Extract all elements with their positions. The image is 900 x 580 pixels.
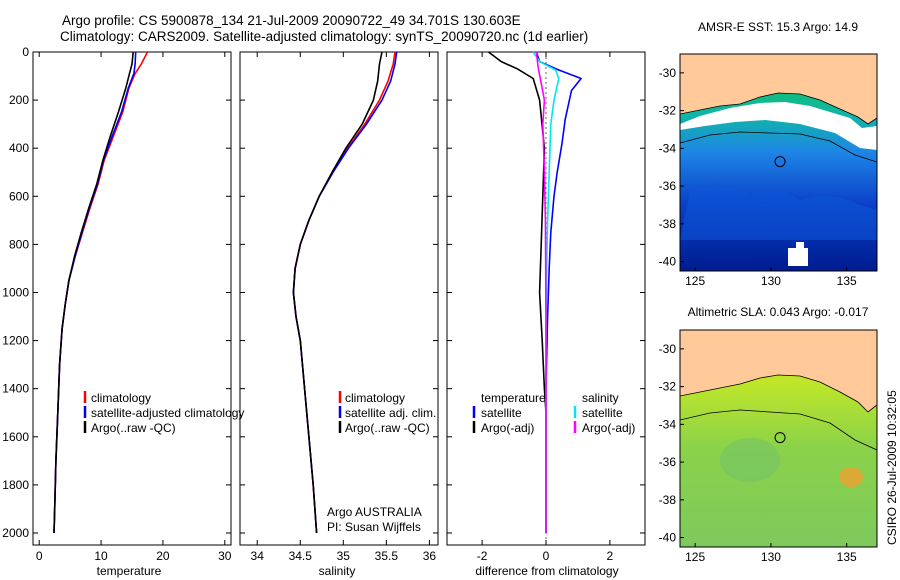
argo-program-label: Argo AUSTRALIA (327, 505, 422, 519)
sst-land (680, 54, 877, 124)
argo-pi-label: PI: Susan Wijffels (327, 520, 421, 534)
map-y-tick-label: -32 (659, 104, 677, 118)
series-line-1 (535, 51, 582, 533)
x-tick-label: 30 (218, 549, 232, 563)
sla-land (680, 330, 877, 412)
salinity-plot: 34 34.5 35 35.5 36 (240, 51, 438, 563)
legend-label: satellite (582, 406, 623, 420)
map-x-tick-label: 125 (685, 274, 705, 288)
x-tick-label: 10 (94, 549, 108, 563)
sst-map-frame (679, 53, 878, 272)
y-tick-label: 1800 (2, 478, 29, 492)
legend-label: satellite-adjusted climatology (91, 406, 244, 420)
x-tick-label: 0 (36, 549, 43, 563)
map-y-tick-label: -38 (659, 493, 677, 507)
difference-plot: -2 0 2 (447, 51, 645, 563)
legend-label: satellite (481, 406, 522, 420)
salinity-xlabel: salinity (319, 564, 356, 578)
legend-title-temperature: temperature (481, 391, 546, 405)
legend-label: climatology (91, 391, 151, 405)
y-tick-label: 2000 (2, 526, 29, 540)
map-y-tick-label: -36 (659, 455, 677, 469)
map-y-tick-label: -34 (659, 141, 677, 155)
sla-map (680, 330, 877, 547)
temperature-xlabel: temperature (97, 564, 162, 578)
map-y-tick-label: -36 (659, 179, 677, 193)
sla-map-axes: 125 130 135 -30 -32 -34 -36 -38 -40 (659, 342, 857, 564)
sst-cold-pocket (788, 242, 808, 266)
map-x-tick-label: 125 (685, 550, 705, 564)
sla-coastline (680, 374, 877, 413)
y-tick-label: 1600 (2, 430, 29, 444)
map-y-tick-label: -40 (659, 531, 677, 545)
legend-title-salinity: salinity (582, 391, 619, 405)
csiro-timestamp: CSIRO 26-Jul-2009 10:32:05 (885, 390, 899, 545)
x-tick-label: 36 (423, 549, 437, 563)
difference-legend: temperature satellite Argo(-adj) salinit… (472, 391, 635, 435)
figure-title-line1: Argo profile: CS 5900878_134 21-Jul-2009… (62, 13, 521, 28)
x-tick-label: 35 (337, 549, 351, 563)
legend-label: Argo(..raw -QC) (91, 421, 176, 435)
y-tick-label: 1000 (2, 285, 29, 299)
sst-coastline (680, 92, 877, 125)
map-y-tick-label: -38 (659, 217, 677, 231)
series-line-3 (53, 51, 134, 534)
temperature-legend: climatology satellite-adjusted climatolo… (83, 391, 244, 435)
series-line-3 (292, 51, 383, 534)
sst-warm-patches (680, 183, 877, 240)
map-y-tick-label: -34 (659, 417, 677, 431)
sla-anomaly-low (720, 438, 780, 482)
map-y-tick-label: -32 (659, 380, 677, 394)
map-x-tick-label: 130 (761, 550, 781, 564)
legend-label: Argo(-adj) (481, 421, 534, 435)
sla-anomaly-high (839, 467, 863, 487)
x-tick-label: 34 (251, 549, 265, 563)
legend-label: Argo(..raw -QC) (345, 421, 430, 435)
x-tick-label: 35.5 (375, 549, 399, 563)
figure-title-line2: Climatology: CARS2009. Satellite-adjuste… (60, 29, 588, 44)
sla-isobath (680, 409, 877, 451)
legend-label: satellite adj. clim. (345, 406, 436, 420)
map-y-tick-label: -30 (659, 342, 677, 356)
temperature-panel (32, 51, 232, 546)
legend-label: climatology (345, 391, 405, 405)
y-tick-label: 800 (9, 237, 29, 251)
temperature-plot: 0 10 20 30 0 200 400 600 800 1000 1200 1400 1600 1800… (2, 45, 232, 563)
map-y-tick-label: -40 (659, 255, 677, 269)
difference-xlabel: difference from climatology (475, 564, 618, 578)
y-tick-label: 400 (9, 141, 29, 155)
salinity-legend: climatology satellite adj. clim. Argo(..… (327, 391, 436, 534)
argo-float-marker (774, 156, 786, 168)
salinity-panel (239, 51, 439, 546)
series-line-2 (488, 51, 547, 533)
series-line-4 (535, 51, 547, 533)
x-tick-label: 20 (156, 549, 170, 563)
y-tick-label: 0 (22, 45, 29, 59)
legend-label: Argo(-adj) (582, 421, 635, 435)
y-tick-label: 600 (9, 189, 29, 203)
y-tick-label: 1400 (2, 382, 29, 396)
argo-float-marker (774, 432, 786, 444)
sst-map-title: AMSR-E SST: 15.3 Argo: 14.9 (698, 20, 858, 34)
map-y-tick-label: -30 (659, 66, 677, 80)
sst-map-axes: 125 130 135 -30 -32 -34 -36 -38 -40 (659, 66, 857, 288)
sla-map-frame (679, 329, 878, 548)
sst-missing-data-mask (680, 102, 877, 150)
map-x-tick-label: 135 (837, 550, 857, 564)
x-tick-label: 0 (543, 549, 550, 563)
map-x-tick-label: 130 (761, 274, 781, 288)
sst-map (680, 54, 877, 271)
sst-isobath (680, 131, 877, 163)
y-tick-label: 200 (9, 93, 29, 107)
x-tick-label: -2 (477, 549, 488, 563)
y-tick-label: 1200 (2, 334, 29, 348)
map-x-tick-label: 135 (837, 274, 857, 288)
sla-map-title: Altimetric SLA: 0.043 Argo: -0.017 (688, 305, 869, 319)
x-tick-label: 34.5 (289, 549, 313, 563)
x-tick-label: 2 (607, 549, 614, 563)
